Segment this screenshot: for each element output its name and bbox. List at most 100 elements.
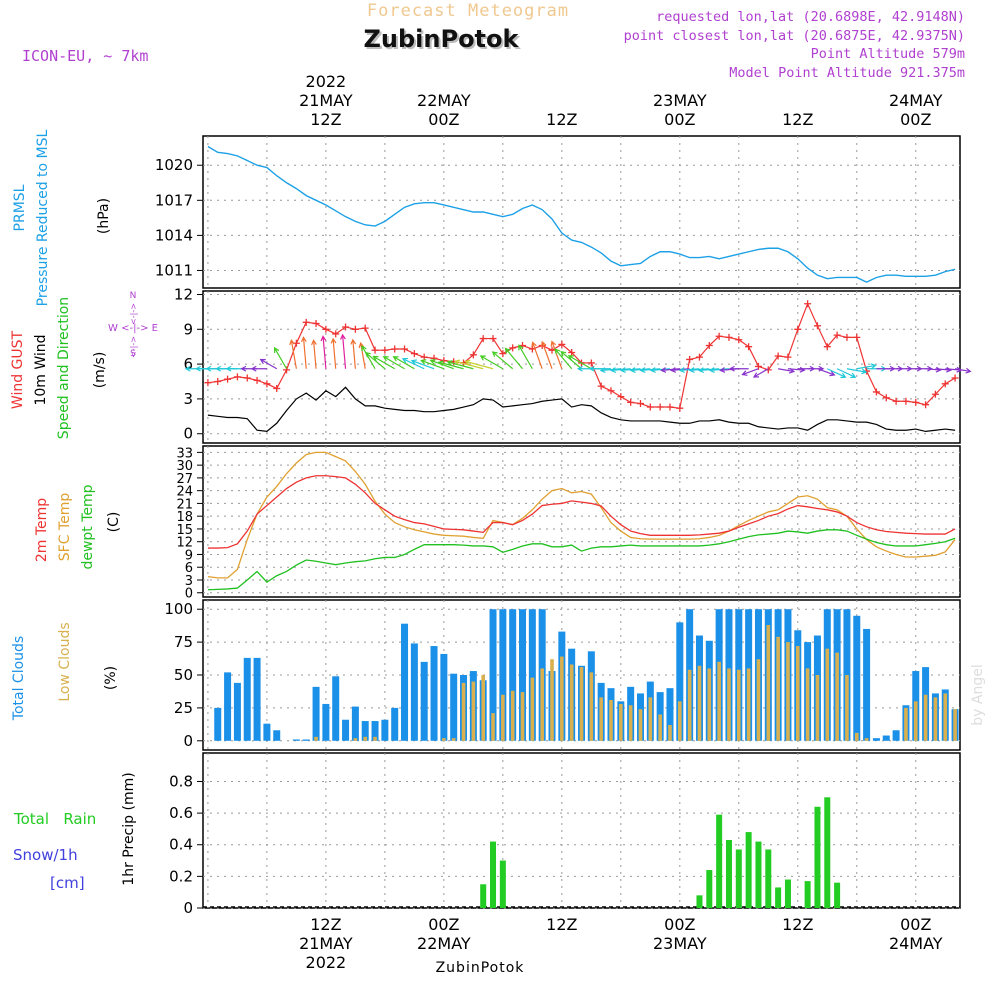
low-cloud-bar (442, 738, 446, 741)
gust-marker (676, 404, 684, 412)
low-cloud-bar (678, 701, 682, 741)
gust-marker (381, 346, 389, 354)
low-cloud-bar (756, 659, 761, 741)
bottom-time-label: 00Z (900, 915, 931, 934)
gust-marker (686, 355, 694, 363)
wind-arrow (856, 363, 877, 370)
total-cloud-bar (381, 719, 389, 741)
gust-marker (479, 335, 487, 343)
top-time-label: 00Z (900, 110, 931, 129)
low-cloud-bar (717, 661, 721, 741)
bottom-time-label: 21MAY (299, 934, 353, 953)
wind-arrow (567, 355, 592, 370)
low-cloud-bar (501, 694, 505, 741)
wind-arrow (361, 345, 376, 370)
wind-arrow (708, 367, 730, 373)
wind-arrow (817, 368, 836, 377)
gust-marker (371, 346, 379, 354)
low-cloud-bar (864, 738, 869, 741)
y-tick-label: 0.2 (169, 867, 193, 885)
low-cloud-bar (736, 669, 741, 741)
wind-arrow (392, 356, 415, 370)
low-cloud-bar (854, 732, 859, 741)
low-cloud-bar (904, 707, 908, 741)
low-cloud-bar (589, 672, 594, 741)
pressure-line (207, 145, 956, 283)
gust-marker (607, 387, 615, 395)
wind-arrow (330, 337, 337, 369)
top-time-label: 22MAY (417, 91, 471, 110)
compass-s: S (130, 349, 136, 359)
point-altitude: Point Altitude 579m (811, 46, 965, 62)
low-cloud-bar (510, 690, 515, 741)
gust-marker (401, 345, 409, 353)
total-cloud-bar (509, 609, 517, 741)
y-tick-label: 1020 (155, 156, 193, 174)
prmsl-label: PRMSL (12, 184, 28, 231)
gust-marker (312, 319, 320, 327)
y-tick-label: 18 (176, 510, 193, 525)
rain-bar (784, 879, 791, 908)
wind-arrow (935, 366, 953, 373)
wind-arrow (752, 368, 769, 378)
gust-marker (263, 380, 271, 388)
wind-arrow (925, 366, 942, 373)
low-cloud-bar (628, 705, 633, 741)
wind-arrow (401, 357, 425, 370)
gust-marker (823, 343, 831, 351)
gust-marker (715, 332, 723, 340)
gust-marker (548, 346, 556, 354)
gust-marker (695, 353, 703, 361)
y-tick-label: 0 (185, 587, 193, 602)
wind-arrow (491, 351, 514, 370)
sfc-label: SFC Temp (57, 493, 73, 562)
low-cloud-bar (451, 738, 456, 741)
compass-n: N (130, 291, 137, 301)
y-tick-label: 0.8 (169, 772, 193, 790)
total-cloud-bar (214, 707, 222, 741)
low-cloud-bar (461, 682, 466, 741)
rain-bar (834, 882, 841, 908)
low-cloud-bar (560, 656, 564, 741)
total-cloud-bar (528, 609, 536, 741)
wind-arrow (320, 335, 327, 369)
low-cloud-bar (687, 669, 692, 741)
gust-marker (902, 397, 910, 405)
y-tick-label: 50 (174, 666, 193, 684)
low-cloud-bar (638, 709, 643, 741)
dew-label: dewpt Temp (80, 484, 96, 569)
location-title-fg: ZubinPotok (364, 25, 520, 53)
gust-marker (391, 345, 399, 353)
low-cloud-bar (953, 709, 957, 741)
y-tick-label: 0 (183, 732, 193, 750)
y-tick-label: 1014 (155, 226, 193, 244)
wind-arrow (453, 359, 484, 370)
pressure-labels: PRMSL Pressure Reduced to MSL (hPa) (12, 129, 112, 306)
gust-marker (342, 323, 350, 331)
gust-marker (646, 403, 654, 411)
wind-arrow (697, 367, 720, 374)
y-tick-label: 9 (183, 320, 193, 338)
precip-axis-label: 1hr Precip (mm) (121, 772, 137, 885)
y-tick-label: 24 (176, 485, 193, 500)
total-cloud-bar (332, 676, 340, 741)
gust-marker (509, 344, 517, 352)
wind-dir-label: Speed and Direction (56, 297, 72, 439)
total-cloud-bar (440, 653, 448, 741)
footer-location: ZubinPotok (436, 960, 525, 976)
total-cloud-bar (243, 657, 251, 741)
wind-arrow (410, 359, 435, 370)
total-cloud-bar (273, 730, 281, 741)
bottom-time-label: 2022 (306, 953, 347, 972)
bottom-time-label: 12Z (546, 915, 577, 934)
t2m-line (207, 475, 956, 549)
compass-icon: W <-|-> E N S <-|-> <-|-> (108, 291, 158, 359)
gust-marker (430, 354, 438, 362)
total-cloud-bar (882, 735, 890, 741)
wind-arrow (560, 350, 582, 370)
snow-unit-label: [cm] (50, 874, 85, 892)
total-cloud-bar (263, 723, 271, 741)
low-cloud-bar (776, 636, 780, 741)
